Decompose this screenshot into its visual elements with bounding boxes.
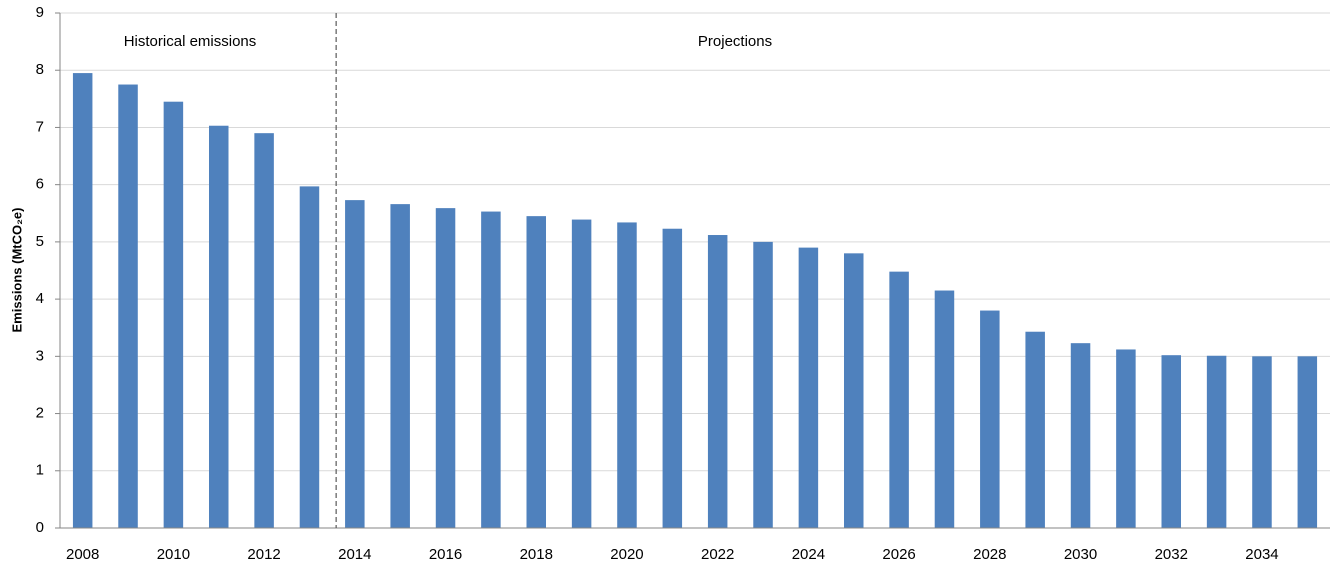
x-tick-label: 2034 (1245, 546, 1278, 563)
x-tick-label: 2028 (973, 546, 1006, 563)
x-tick-label: 2024 (792, 546, 825, 563)
bar (526, 216, 547, 528)
bar (254, 133, 274, 528)
bar (1116, 349, 1136, 528)
bar (1161, 355, 1182, 528)
y-tick-label: 1 (36, 462, 44, 479)
bar (843, 253, 864, 529)
x-tick-label: 2026 (882, 546, 915, 563)
bar (1025, 331, 1045, 528)
y-tick-label: 2 (36, 405, 44, 422)
annotation: Historical emissions (124, 33, 257, 50)
bar (163, 101, 184, 528)
bar (617, 222, 637, 528)
bar (571, 219, 592, 529)
bar (707, 235, 728, 528)
bar (390, 204, 410, 528)
y-tick-label: 8 (36, 61, 44, 78)
bar (345, 200, 365, 528)
bar (889, 271, 909, 528)
y-tick-label: 7 (36, 118, 44, 135)
y-axis-title: Emissions (MtCO₂e) (9, 208, 24, 333)
bar (208, 125, 229, 528)
bar (1297, 356, 1318, 528)
bar (118, 84, 138, 529)
y-tick-label: 6 (36, 176, 44, 193)
bar (1070, 343, 1091, 528)
x-tick-label: 2012 (247, 546, 280, 563)
bar (980, 310, 1000, 528)
y-tick-label: 9 (36, 4, 44, 21)
x-tick-label: 2014 (338, 546, 371, 563)
x-tick-label: 2008 (66, 546, 99, 563)
y-tick-label: 0 (36, 519, 44, 536)
y-tick-label: 5 (36, 233, 44, 250)
bar (934, 290, 955, 528)
x-tick-label: 2018 (520, 546, 553, 563)
x-tick-label: 2032 (1155, 546, 1188, 563)
bar (1252, 356, 1272, 528)
x-tick-label: 2030 (1064, 546, 1097, 563)
bar (435, 208, 456, 528)
bar (481, 211, 501, 529)
bar (753, 241, 773, 528)
bar (798, 247, 819, 528)
bar (72, 73, 93, 528)
y-tick-label: 3 (36, 347, 44, 364)
x-tick-label: 2016 (429, 546, 462, 563)
x-tick-label: 2010 (157, 546, 190, 563)
bar (299, 186, 320, 528)
bar (662, 228, 683, 528)
annotation: Projections (698, 33, 772, 50)
y-tick-label: 4 (36, 290, 44, 307)
x-tick-label: 2022 (701, 546, 734, 563)
bar (1206, 355, 1227, 528)
x-tick-label: 2020 (610, 546, 643, 563)
